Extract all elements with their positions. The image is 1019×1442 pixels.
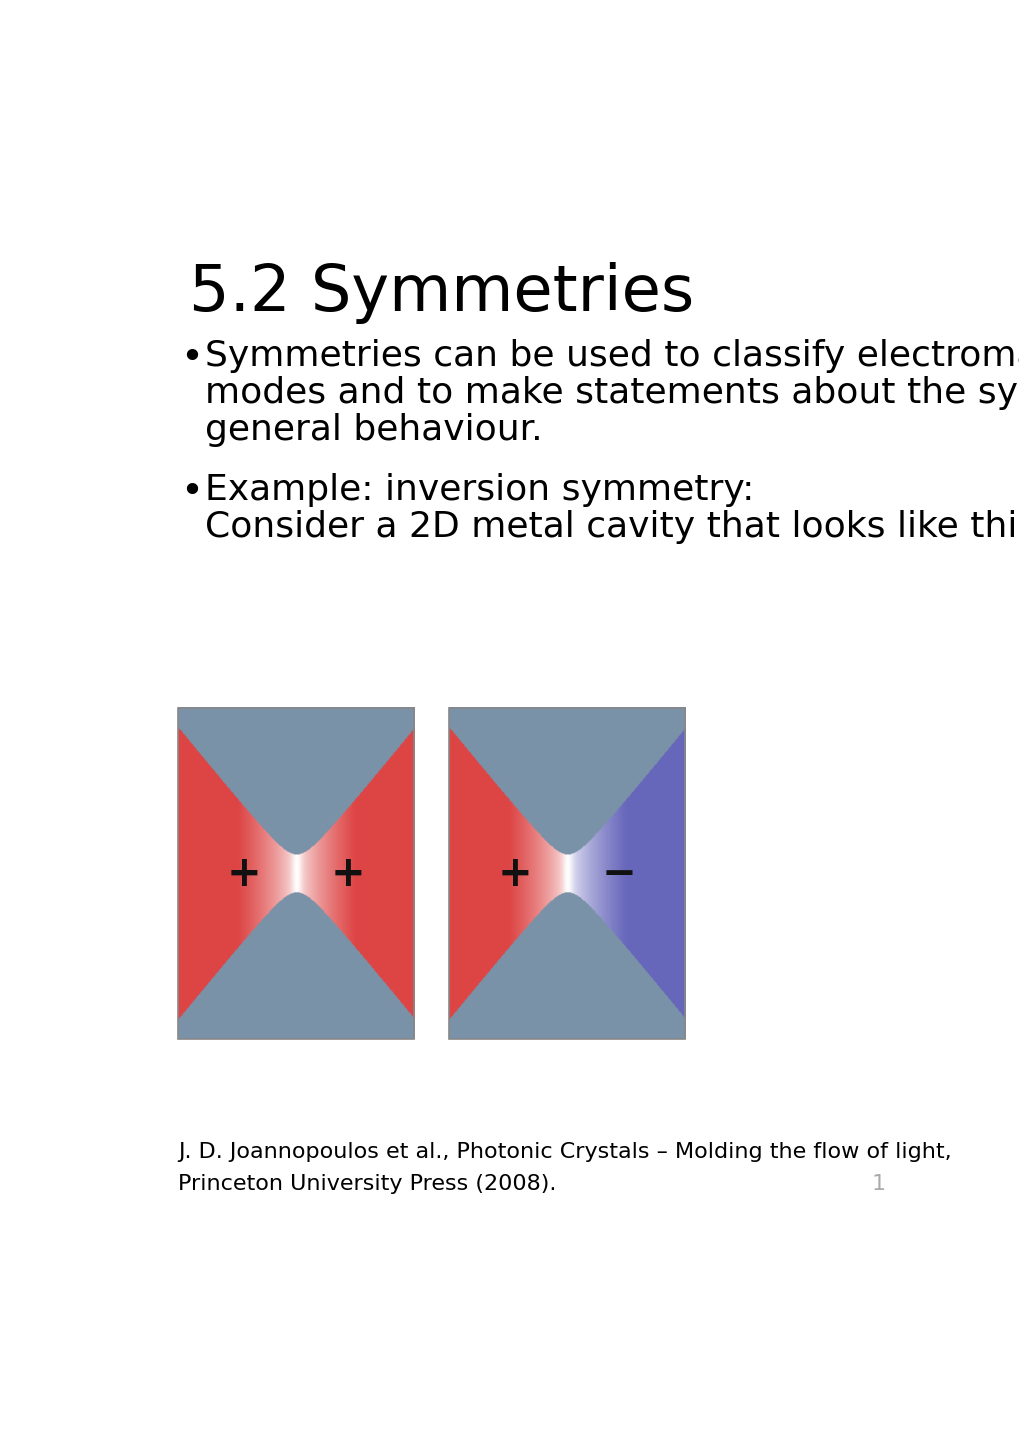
Text: Symmetries can be used to classify electromagnetic: Symmetries can be used to classify elect… [205,339,1019,372]
Text: +: + [330,852,365,894]
Bar [448,708,685,1040]
Text: modes and to make statements about the system’s: modes and to make statements about the s… [205,375,1019,410]
Text: •: • [180,339,203,376]
Text: •: • [180,473,203,512]
Text: J. D. Joannopoulos et al., Photonic Crystals – Molding the flow of light,: J. D. Joannopoulos et al., Photonic Crys… [177,1142,951,1162]
Text: general behaviour.: general behaviour. [205,412,542,447]
Bar [177,708,414,1040]
Text: Consider a 2D metal cavity that looks like this:: Consider a 2D metal cavity that looks li… [205,510,1019,544]
Text: +: + [226,852,261,894]
Text: −: − [601,852,636,894]
Text: Princeton University Press (2008).: Princeton University Press (2008). [177,1174,555,1194]
Text: 1: 1 [870,1174,884,1194]
Text: +: + [497,852,532,894]
Text: Example: inversion symmetry:: Example: inversion symmetry: [205,473,754,508]
Text: 5.2 Symmetries: 5.2 Symmetries [190,261,694,323]
